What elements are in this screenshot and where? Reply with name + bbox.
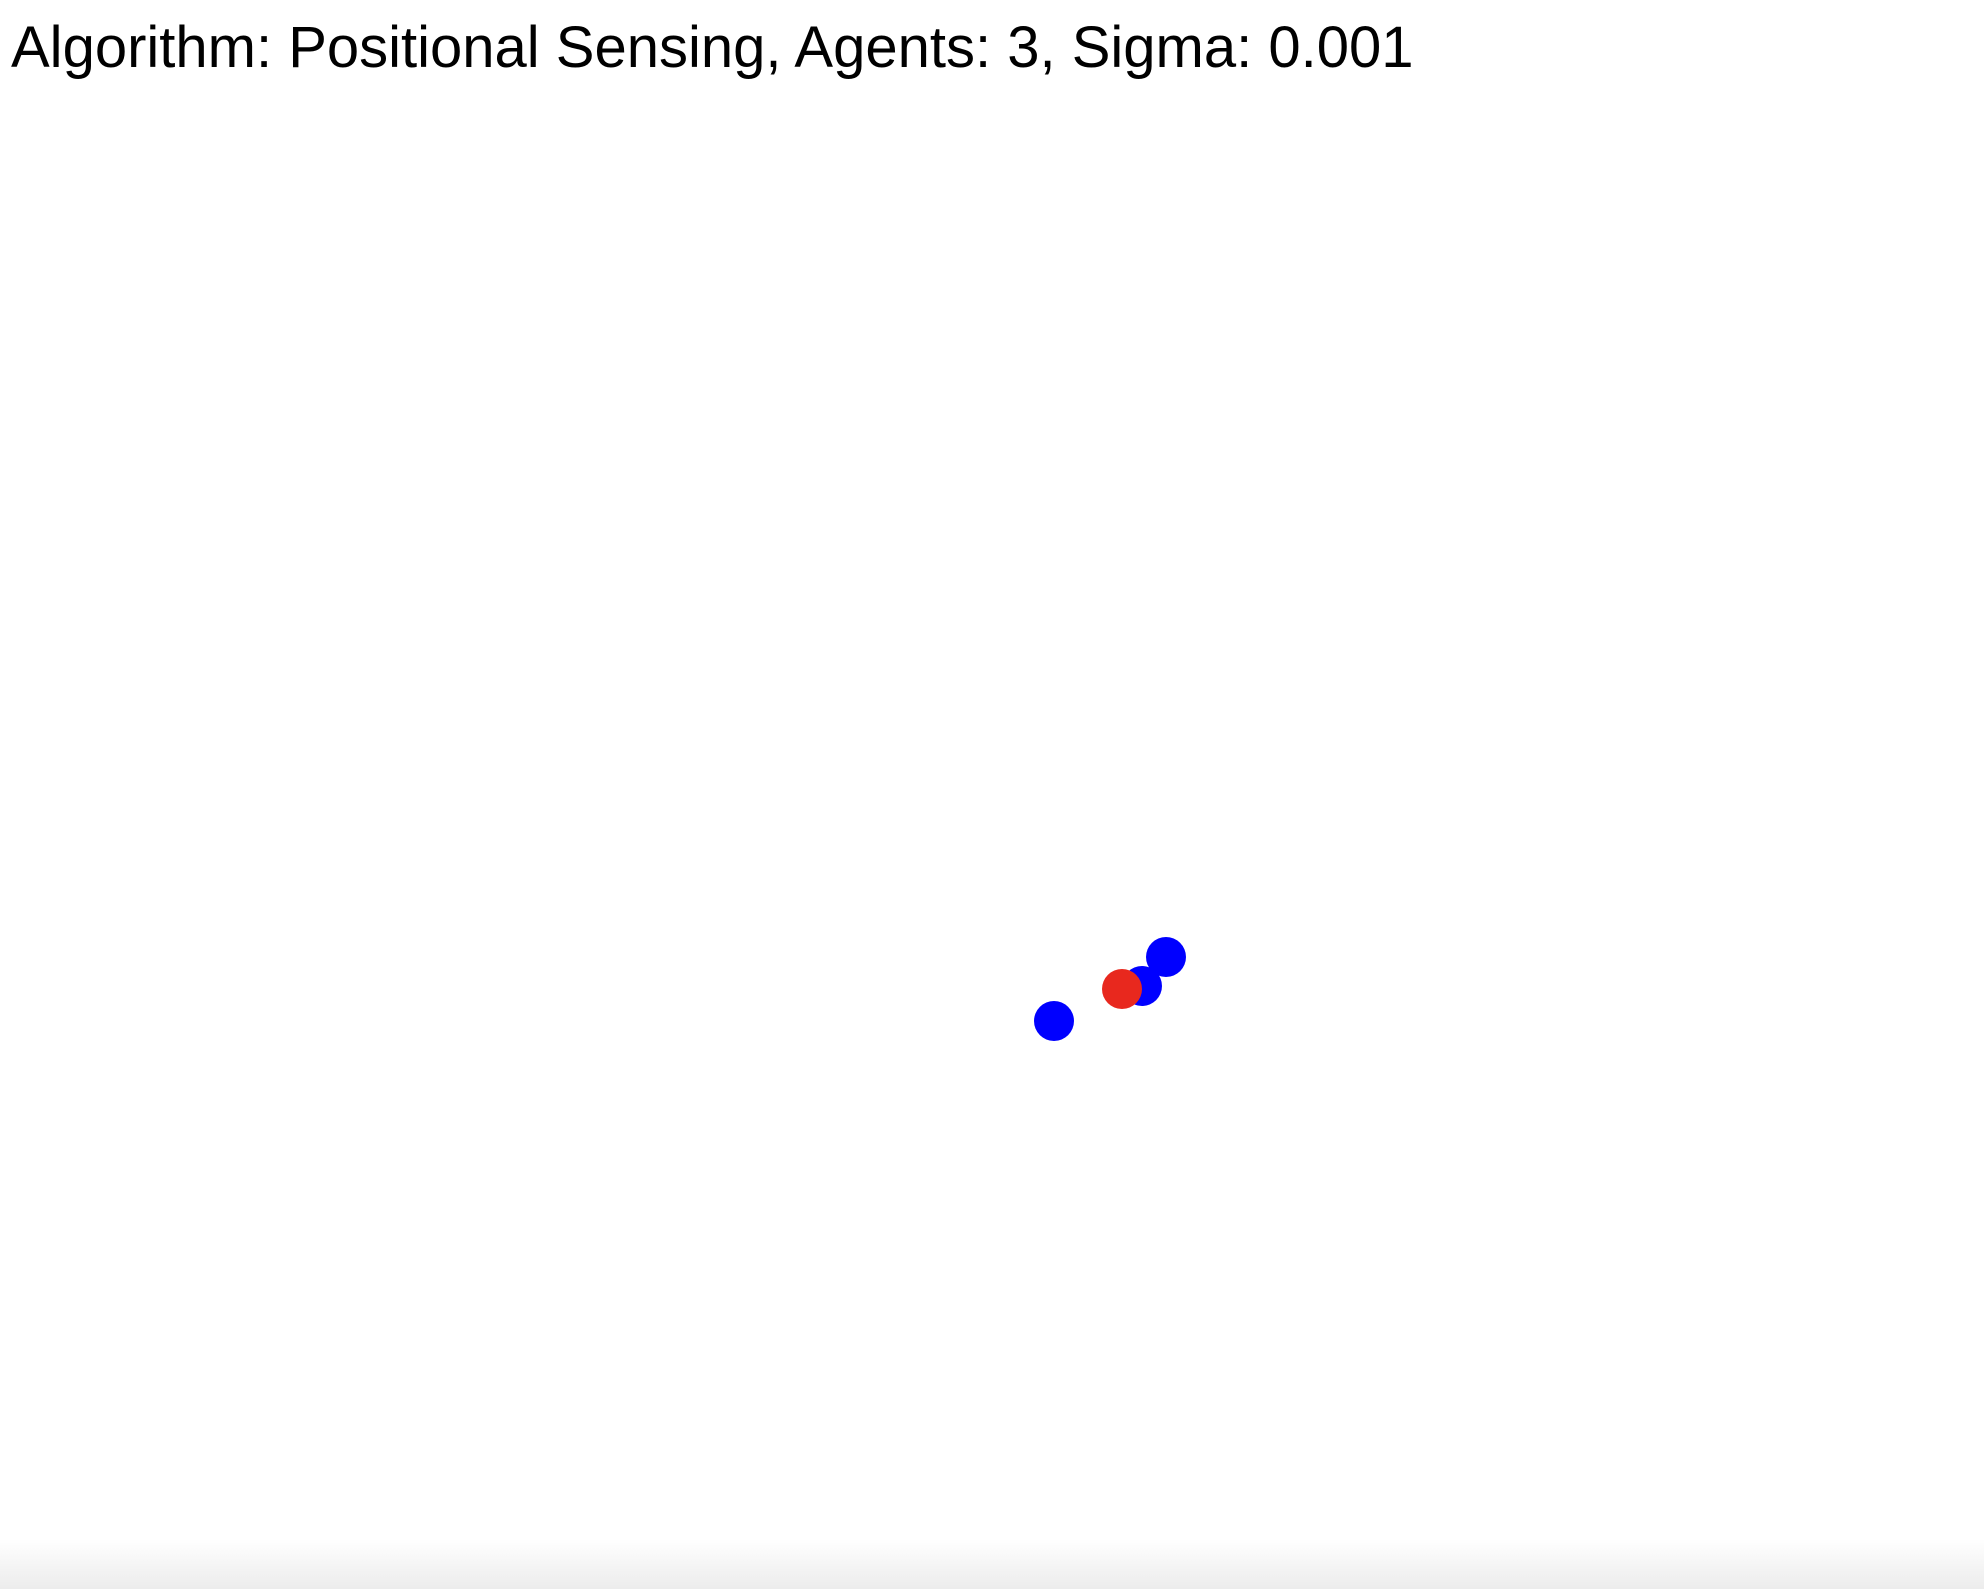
bottom-edge-shade [0, 1539, 1984, 1589]
agent-dot-3 [1034, 1001, 1074, 1041]
agent-dot-1 [1146, 937, 1186, 977]
target-dot [1102, 969, 1142, 1009]
status-text: Algorithm: Positional Sensing, Agents: 3… [11, 15, 1414, 80]
target-layer [1102, 969, 1142, 1009]
